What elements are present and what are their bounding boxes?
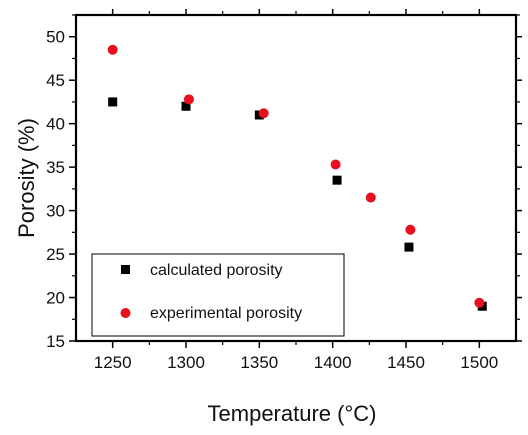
experimental-porosity-point: [107, 44, 118, 55]
experimental-porosity-point: [330, 159, 341, 170]
y-tick-label: 40: [46, 115, 65, 134]
x-tick-label: 1500: [460, 353, 498, 372]
x-tick-label: 1350: [240, 353, 278, 372]
x-tick-label: 1400: [314, 353, 352, 372]
y-tick-label: 35: [46, 158, 65, 177]
experimental-porosity-point: [183, 94, 194, 105]
axis-ticks: 1250 1300 1350 1400 1450 1500 15 20 25 30 35 40 45 50: [46, 9, 522, 372]
experimental-porosity-point: [474, 297, 485, 308]
plot-content: [107, 44, 487, 311]
calculated-porosity-point: [404, 242, 414, 252]
y-tick-label: 50: [46, 28, 65, 47]
legend-marker-experimental: [120, 308, 131, 318]
y-tick-label: 15: [46, 332, 65, 351]
calculated-porosity-point: [108, 97, 118, 107]
legend-box: [91, 253, 345, 337]
y-tick-label: 25: [46, 245, 65, 264]
x-tick-label: 1450: [387, 353, 425, 372]
legend: calculated porosity experimental porosit…: [91, 253, 345, 337]
legend-marker-calculated: [121, 265, 130, 274]
experimental-porosity-point: [258, 108, 269, 119]
legend-label-experimental: experimental porosity: [150, 305, 302, 322]
y-tick-label: 45: [46, 71, 65, 90]
y-axis-title: Porosity (%): [14, 118, 39, 238]
x-tick-label: 1250: [94, 353, 132, 372]
x-axis-title: Temperature (°C): [208, 401, 377, 426]
experimental-porosity-point: [365, 192, 376, 203]
calculated-porosity-point: [332, 175, 342, 185]
y-tick-label: 20: [46, 289, 65, 308]
x-tick-label: 1300: [167, 353, 205, 372]
experimental-porosity-point: [405, 224, 416, 235]
y-tick-label: 30: [46, 202, 65, 221]
calculated-porosity-point: [181, 101, 191, 111]
legend-label-calculated: calculated porosity: [150, 262, 283, 279]
